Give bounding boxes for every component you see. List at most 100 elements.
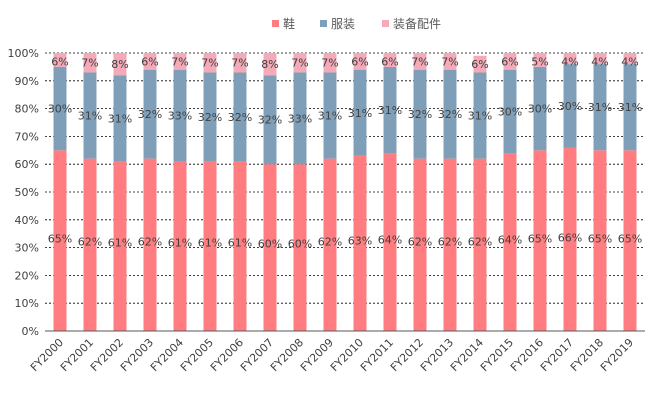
x-tick-label: FY2019 <box>598 336 636 374</box>
data-label: 63% <box>348 235 372 248</box>
bar-segment <box>173 53 187 70</box>
bar-segment <box>233 72 247 162</box>
data-label: 4% <box>591 55 608 68</box>
bar-segment <box>473 158 487 331</box>
data-label: 7% <box>441 55 458 68</box>
bar-segment <box>203 72 217 162</box>
bar-segment <box>293 72 307 165</box>
bar-segment <box>113 75 127 162</box>
bar-segment <box>233 161 247 331</box>
data-label: 7% <box>321 57 338 70</box>
legend-swatch-1 <box>320 20 327 27</box>
data-label: 65% <box>588 233 612 246</box>
y-tick-label: 10% <box>15 297 39 310</box>
data-label: 32% <box>228 111 252 124</box>
bar-segment <box>503 69 517 154</box>
bar-segment <box>203 53 217 73</box>
data-label: 7% <box>201 57 218 70</box>
y-tick-label: 0% <box>22 325 39 338</box>
data-labels: 65% 30% 6% 62% 31% 7% 61% 31% 8% 62% 32% 6% 61% 33% 7%… <box>48 55 642 250</box>
bar-segment <box>533 66 547 151</box>
bar-segment <box>293 164 307 331</box>
data-label: 33% <box>168 110 192 123</box>
data-label: 62% <box>138 236 162 249</box>
data-label: 31% <box>378 104 402 117</box>
y-tick-label: 60% <box>15 158 39 171</box>
data-label: 66% <box>558 232 582 245</box>
data-label: 8% <box>111 58 128 71</box>
bar-segment <box>593 150 607 331</box>
data-label: 7% <box>171 55 188 68</box>
bar-segment <box>263 75 277 165</box>
bar-segment <box>143 53 157 70</box>
bar-segment <box>143 158 157 331</box>
data-label: 62% <box>468 236 492 249</box>
bar-segment <box>413 158 427 331</box>
data-label: 62% <box>318 236 342 249</box>
bar-segment <box>83 158 97 331</box>
data-label: 32% <box>258 114 282 127</box>
data-label: 64% <box>378 234 402 247</box>
bar-segment <box>323 158 337 331</box>
bar-segment <box>53 53 67 67</box>
data-label: 62% <box>408 236 432 249</box>
bar-segment <box>623 64 637 151</box>
legend-label-2: 装备配件 <box>393 17 441 31</box>
data-label: 4% <box>561 55 578 68</box>
data-label: 62% <box>438 236 462 249</box>
bar-segment <box>113 53 127 76</box>
y-tick-label: 40% <box>15 214 39 227</box>
data-label: 61% <box>228 237 252 250</box>
legend-swatch-0 <box>272 20 279 27</box>
data-label: 6% <box>471 58 488 71</box>
data-label: 8% <box>261 58 278 71</box>
bar-segment <box>323 72 337 159</box>
bar-segment <box>383 66 397 154</box>
data-label: 30% <box>528 103 552 116</box>
y-tick-label: 80% <box>15 103 39 116</box>
data-label: 6% <box>51 55 68 68</box>
data-label: 31% <box>318 110 342 123</box>
bar-segment <box>593 64 607 151</box>
data-label: 7% <box>81 57 98 70</box>
data-label: 64% <box>498 234 522 247</box>
bar-segment <box>503 153 517 331</box>
grid <box>45 52 645 304</box>
data-label: 7% <box>231 57 248 70</box>
data-label: 31% <box>78 110 102 123</box>
bar-segment <box>383 53 397 67</box>
data-label: 4% <box>621 55 638 68</box>
y-tick-label: 20% <box>15 269 39 282</box>
bar-segment <box>593 53 607 65</box>
bar-segment <box>113 161 127 331</box>
bar-segment <box>503 53 517 70</box>
x-axis: FY2000FY2001FY2002FY2003FY2004FY2005FY20… <box>28 330 645 374</box>
y-tick-label: 90% <box>15 75 39 88</box>
data-label: 32% <box>138 108 162 121</box>
data-label: 6% <box>501 55 518 68</box>
data-label: 65% <box>528 233 552 246</box>
data-label: 62% <box>78 236 102 249</box>
data-label: 6% <box>141 55 158 68</box>
bar-segment <box>563 64 577 148</box>
bar-segment <box>443 158 457 331</box>
bar-segment <box>623 150 637 331</box>
data-label: 31% <box>108 112 132 125</box>
data-label: 31% <box>618 101 642 114</box>
bar-segment <box>443 69 457 159</box>
data-label: 7% <box>291 57 308 70</box>
data-label: 61% <box>198 237 222 250</box>
bar-segment <box>563 53 577 65</box>
data-label: 31% <box>468 110 492 123</box>
legend: 鞋 服装 装备配件 <box>272 16 441 31</box>
data-label: 33% <box>288 112 312 125</box>
bar-segment <box>173 69 187 162</box>
bar-segment <box>533 53 547 67</box>
legend-label-1: 服装 <box>331 17 355 31</box>
bar-segment <box>473 72 487 159</box>
data-label: 60% <box>288 238 312 251</box>
data-label: 32% <box>408 108 432 121</box>
bar-segment <box>263 164 277 331</box>
bar-segment <box>353 53 367 70</box>
